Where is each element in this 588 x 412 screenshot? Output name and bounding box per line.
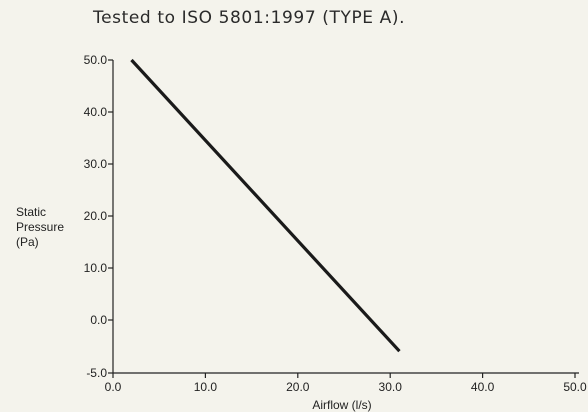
x-tick-label: 40.0 [471, 380, 495, 394]
y-tick-label: 50.0 [84, 53, 108, 67]
y-axis-label-line: Pressure [16, 220, 64, 234]
y-tick-label: 30.0 [84, 157, 108, 171]
x-tick-label: 50.0 [563, 380, 587, 394]
y-tick-label: 40.0 [84, 105, 108, 119]
y-tick-label: 10.0 [84, 261, 108, 275]
chart-title: Tested to ISO 5801:1997 (TYPE A). [93, 8, 406, 28]
x-tick-label: 30.0 [379, 380, 403, 394]
y-axis-label-line: Static [16, 205, 46, 219]
y-axis-label-line: (Pa) [16, 235, 39, 249]
x-tick-label: 10.0 [194, 380, 218, 394]
y-tick-label: -5.0 [86, 366, 107, 380]
x-tick-label: 20.0 [286, 380, 310, 394]
x-axis-label: Airflow (l/s) [312, 398, 371, 412]
series-line [130, 58, 401, 353]
x-tick-label: 0.0 [105, 380, 122, 394]
y-tick-label: 20.0 [84, 209, 108, 223]
y-tick-label: 0.0 [90, 313, 107, 327]
